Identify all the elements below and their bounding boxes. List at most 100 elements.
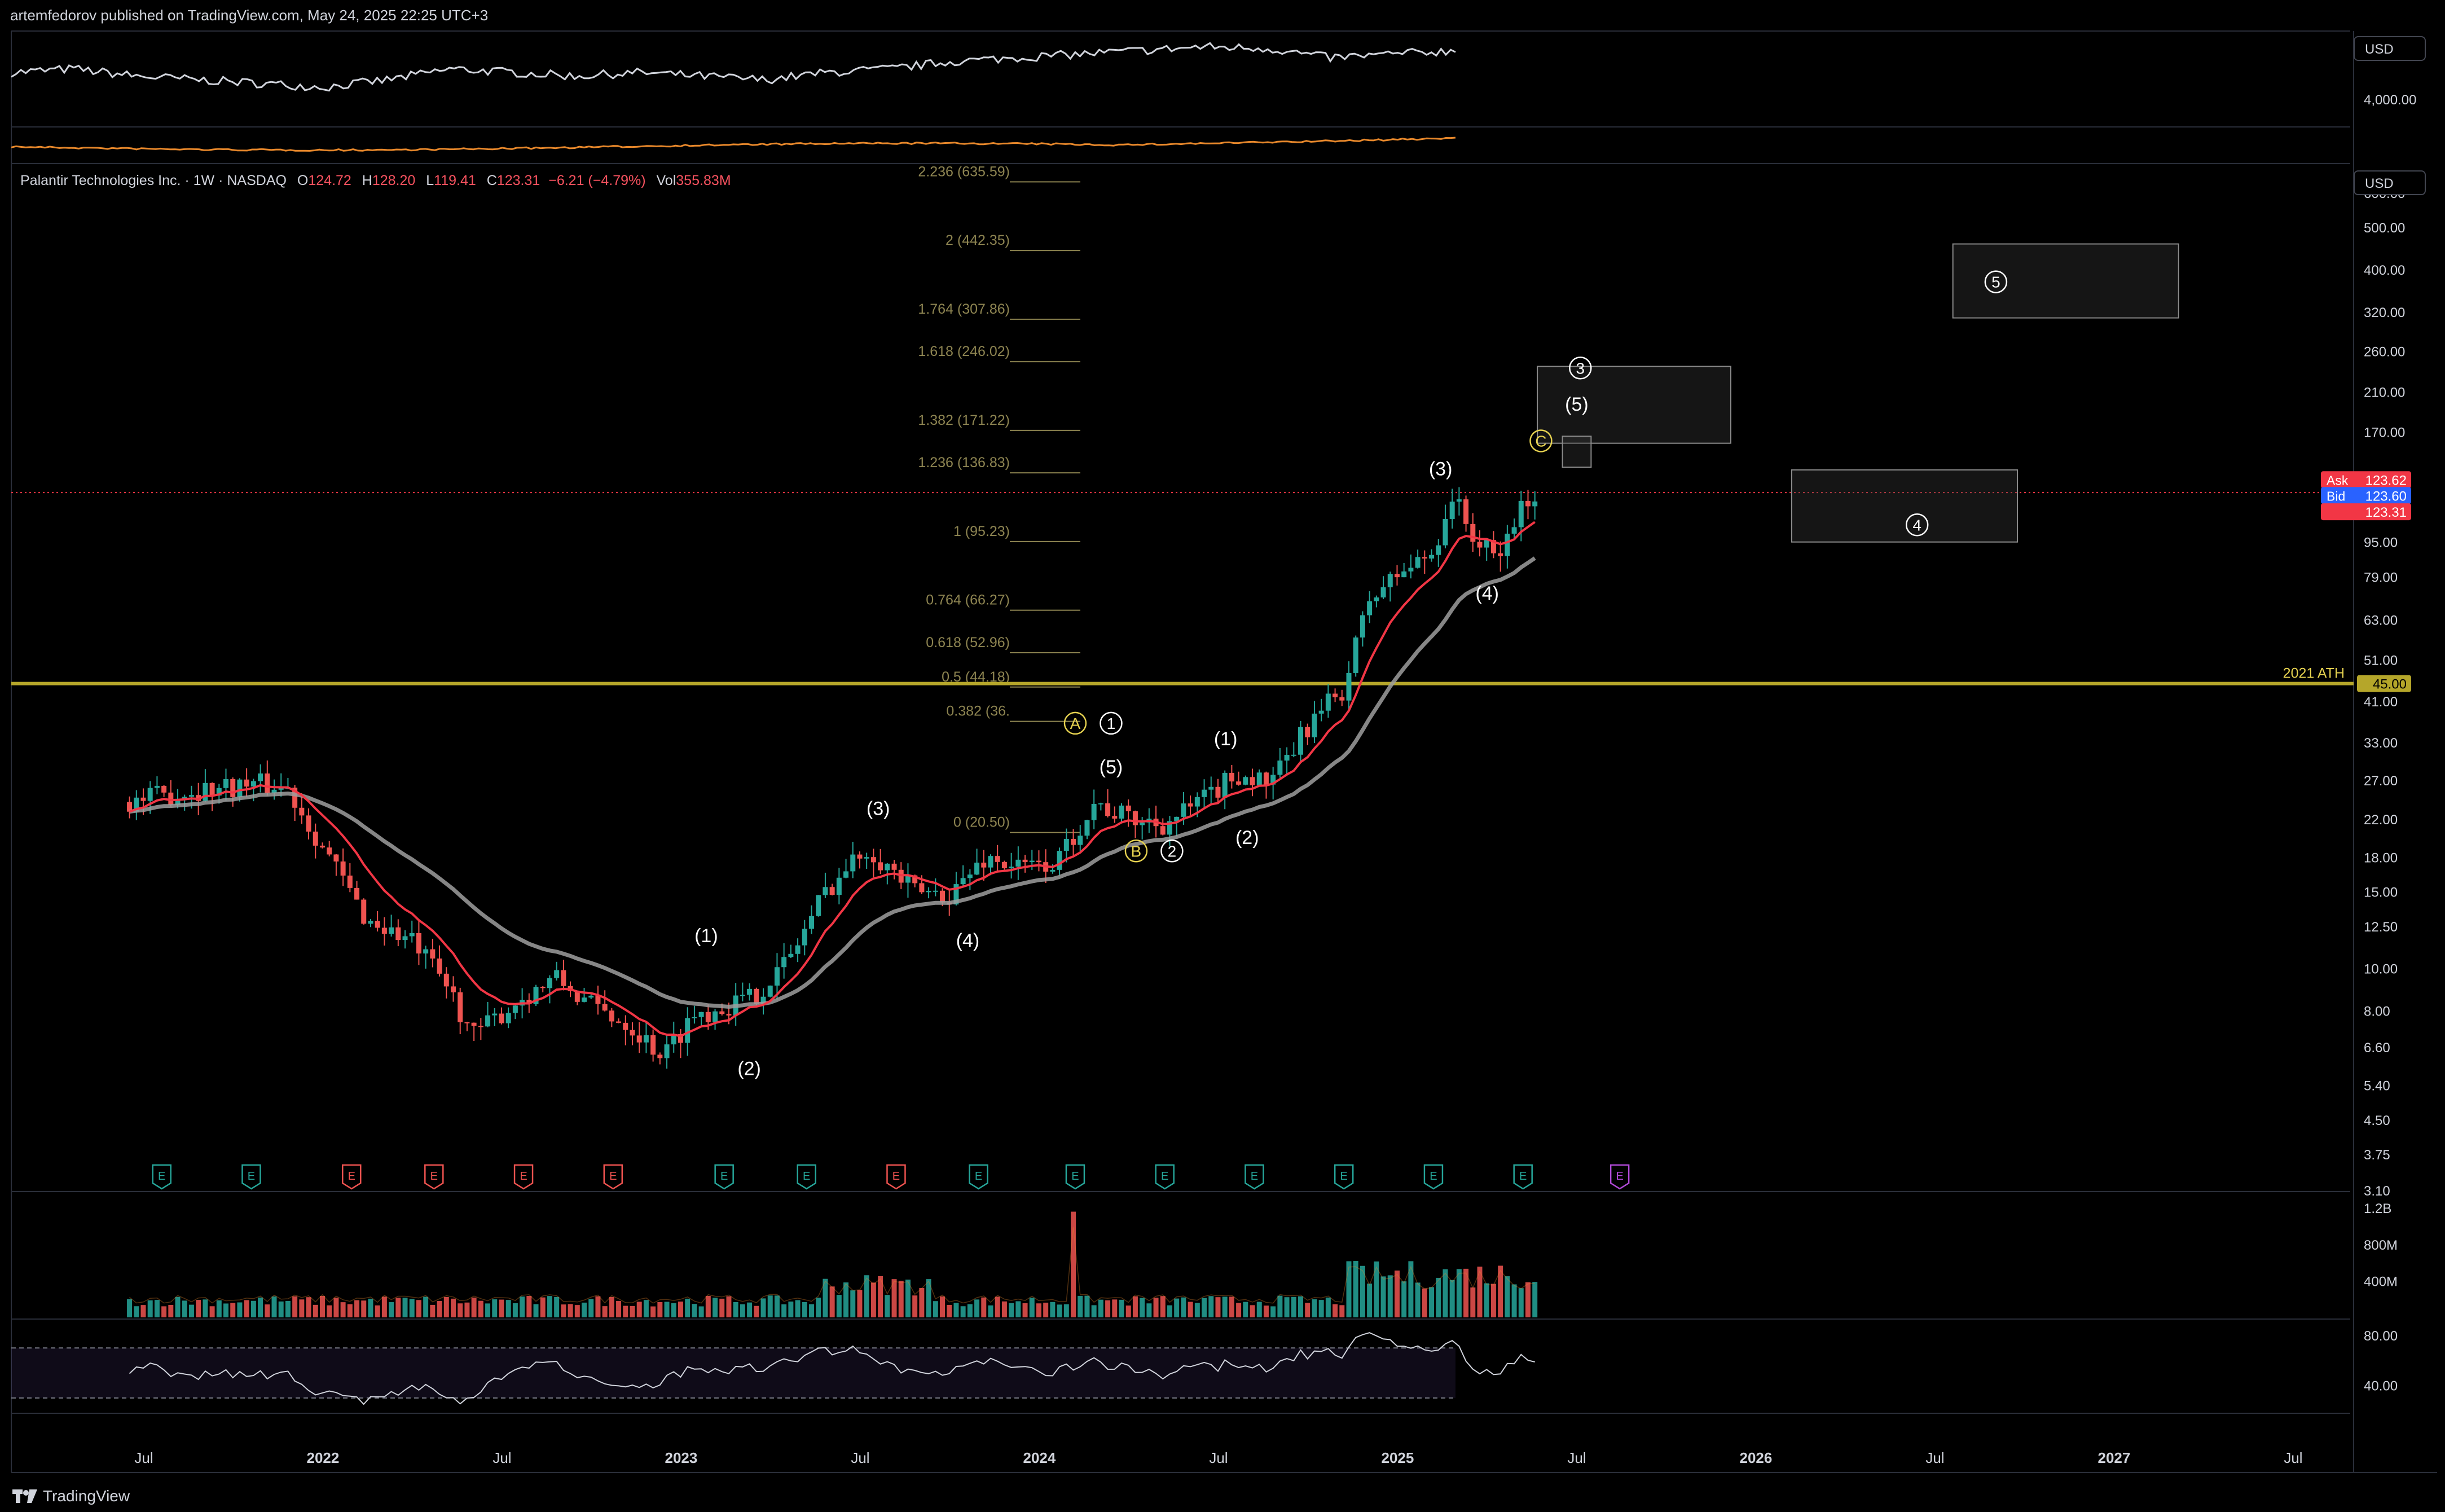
volume-bar [1146,1303,1152,1317]
candle-body [713,1011,718,1022]
candle-body [692,1017,697,1018]
candle-body [333,854,339,862]
volume-bar [1125,1306,1131,1317]
volume-bar [1367,1284,1373,1317]
volume-bar [582,1302,587,1317]
earnings-marker-label: E [720,1170,728,1183]
earnings-marker [1245,1164,1264,1190]
volume-bar [471,1297,477,1317]
volume-bar [368,1298,373,1317]
circled-label: 5 [1991,274,2000,291]
volume-bar [1346,1261,1352,1317]
volume-bar [450,1298,456,1317]
ema-fast-line [129,521,1536,1038]
volume-bar [953,1303,959,1317]
earnings-marker-label: E [1340,1170,1348,1183]
candle-body [499,1013,504,1023]
candle-body [175,798,181,805]
y-tick-label: 6.60 [2364,1040,2390,1056]
volume-bar [1498,1265,1503,1317]
volume-bar [1415,1282,1421,1317]
candle-body [1394,574,1400,578]
fib-level-label: 1 (95.23) [953,524,1010,539]
x-tick-label: 2027 [2098,1449,2131,1466]
open-label: O [297,173,309,188]
candle-body [147,788,153,801]
candle-body [636,1035,642,1043]
volume-bar [1333,1304,1338,1317]
candle-body [788,953,794,957]
volume-bar [258,1297,263,1317]
volume-bar [499,1299,504,1317]
candle-body [168,792,174,805]
candle-body [1456,499,1462,502]
volume-bar [1511,1284,1517,1317]
currency-button-main[interactable]: USD [2354,170,2426,195]
candle-body [216,788,222,796]
candle-body [306,815,311,832]
volume-bar [698,1306,704,1317]
volume-bar [967,1304,973,1317]
earnings-marker-label: E [1071,1170,1079,1183]
earnings-marker-label: E [1616,1170,1623,1183]
candle-body [1167,821,1172,835]
volume-bar [802,1302,807,1317]
fib-level-label: 0 (20.50) [953,815,1010,830]
candle-body [430,949,436,959]
candle-body [816,895,821,916]
volume-bar [919,1288,925,1317]
volume-bar [609,1296,614,1317]
y-tick-label: 79.00 [2364,570,2398,586]
y-tick-label: 400M [2364,1274,2398,1289]
volume-bar [1360,1265,1365,1317]
ath-price-tag [2357,675,2411,692]
volume-bar [1022,1303,1028,1317]
volume-bar [182,1300,187,1317]
fib-level-label: 1.618 (246.02) [918,344,1010,359]
earnings-marker [152,1164,171,1190]
candle-body [719,1011,725,1014]
candle-body [1298,727,1304,755]
candle-body [409,933,415,937]
candle-body [802,929,807,946]
candle-body [1078,836,1083,845]
volume-bar [526,1296,532,1317]
volume-bar [1105,1300,1111,1317]
volume-bar [1518,1288,1524,1317]
candle-body [1119,805,1124,819]
candle-body [1449,502,1455,519]
earnings-marker [1610,1164,1630,1190]
earnings-marker-label: E [520,1170,527,1183]
candle-body [244,779,249,787]
volume-bar [1263,1306,1269,1317]
volume-bar [692,1304,697,1317]
volume-bar [568,1304,573,1317]
candle-body [767,985,773,997]
volume-bar [733,1302,738,1317]
earnings-marker [241,1164,261,1190]
price-tag [2321,471,2411,489]
candle-body [1470,524,1476,542]
candle-body [1525,500,1531,507]
y-tick-label: 500.00 [2364,221,2405,236]
candle-body [829,887,835,895]
candle-body [864,857,869,859]
wave-c-target-box [1562,436,1592,468]
candle-body [967,874,973,878]
volume-bar [829,1286,835,1317]
earnings-marker [1334,1164,1354,1190]
high-value: 128.20 [372,173,416,188]
y-tick-label: 5.40 [2364,1079,2390,1094]
candle-body [1429,555,1435,559]
candle-body [705,1012,711,1022]
volume-bar [678,1301,683,1317]
price-pane[interactable]: 2.236 (635.59) 2 (442.35) 1.764 (307.86) 1.… [11,164,2354,1190]
candle-body [265,773,270,793]
candle-body [1305,727,1311,737]
candle-body [258,773,263,781]
volume-bar [1160,1296,1166,1317]
x-tick-label: Jul [851,1449,869,1466]
currency-button-top[interactable]: USD [2354,36,2426,61]
volume-bar [492,1299,498,1317]
